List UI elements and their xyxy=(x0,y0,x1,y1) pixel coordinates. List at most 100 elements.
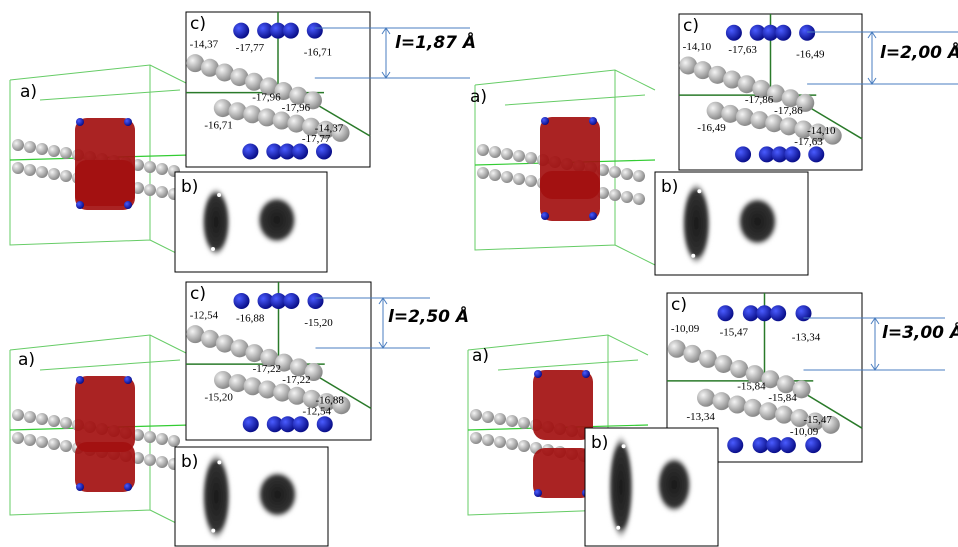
atom-blue xyxy=(589,212,597,220)
energy: -15,47 xyxy=(720,326,749,338)
atom xyxy=(518,417,530,429)
atom-blue xyxy=(316,144,332,160)
atom xyxy=(730,360,748,378)
density xyxy=(681,180,712,266)
label-a: a) xyxy=(470,87,487,107)
arrow xyxy=(868,32,876,84)
density xyxy=(736,196,779,248)
atom-blue xyxy=(784,146,800,162)
dot xyxy=(211,529,215,533)
atom xyxy=(12,162,24,174)
energy: -16,71 xyxy=(304,46,332,58)
atom xyxy=(477,144,489,156)
atom xyxy=(759,402,777,420)
atom xyxy=(24,164,36,176)
atom xyxy=(506,438,518,450)
atom xyxy=(506,415,518,427)
atom xyxy=(144,454,156,466)
dot xyxy=(211,247,215,251)
atom xyxy=(36,436,48,448)
atom xyxy=(621,168,633,180)
atom xyxy=(494,413,506,425)
atom-blue xyxy=(799,25,815,41)
label-b: b) xyxy=(181,177,198,197)
atom-blue xyxy=(589,117,597,125)
arrow xyxy=(871,318,879,370)
atom-blue xyxy=(726,25,742,41)
atom-blue xyxy=(293,416,309,432)
energy: -15,84 xyxy=(768,392,797,404)
atom xyxy=(168,435,180,447)
cage xyxy=(533,370,593,440)
atom xyxy=(36,166,48,178)
atom-blue xyxy=(307,23,323,39)
atom xyxy=(633,170,645,182)
atom-blue xyxy=(582,370,590,378)
atom-blue xyxy=(76,201,84,209)
label-a: a) xyxy=(472,346,489,366)
atom-blue xyxy=(541,212,549,220)
atom xyxy=(621,191,633,203)
energy: -17,63 xyxy=(794,136,823,148)
energy: -17,22 xyxy=(282,374,310,386)
density xyxy=(608,433,635,542)
energy: -17,77 xyxy=(302,133,331,145)
atom xyxy=(609,189,621,201)
atom xyxy=(144,431,156,443)
atom-blue xyxy=(243,416,259,432)
atom xyxy=(36,143,48,155)
atom xyxy=(156,163,168,175)
dot xyxy=(691,254,695,258)
energy: -17,86 xyxy=(745,94,774,106)
atom xyxy=(60,147,72,159)
atom xyxy=(518,440,530,452)
atom-blue xyxy=(718,305,734,321)
energy: -15,20 xyxy=(304,317,333,329)
energy: -16,49 xyxy=(796,49,825,61)
atom xyxy=(24,434,36,446)
atom xyxy=(699,350,717,368)
atom-blue xyxy=(234,293,250,309)
atom xyxy=(470,409,482,421)
energy: -14,37 xyxy=(190,39,219,51)
atom xyxy=(156,186,168,198)
atom xyxy=(144,161,156,173)
atom xyxy=(24,411,36,423)
atom-blue xyxy=(308,293,324,309)
atom xyxy=(489,146,501,158)
density xyxy=(201,186,231,258)
label-c: c) xyxy=(671,295,687,315)
energy: -10,09 xyxy=(790,426,819,438)
arrow xyxy=(382,28,390,78)
atom-blue xyxy=(233,23,249,39)
atom-blue xyxy=(124,118,132,126)
atom xyxy=(48,415,60,427)
dot xyxy=(217,193,221,197)
atom-blue xyxy=(124,376,132,384)
atom xyxy=(715,355,733,373)
atom-blue xyxy=(534,489,542,497)
energy: -17,77 xyxy=(236,42,265,54)
atom xyxy=(525,175,537,187)
atom xyxy=(668,340,686,358)
atom-blue xyxy=(735,146,751,162)
scene xyxy=(475,70,655,265)
label-c: c) xyxy=(190,14,206,34)
distance: l=1,87 Å xyxy=(395,30,476,53)
atom-blue xyxy=(805,437,821,453)
atom-blue xyxy=(283,23,299,39)
atom xyxy=(258,380,276,398)
atom xyxy=(697,389,715,407)
atom xyxy=(775,406,793,424)
label-a: a) xyxy=(20,82,37,102)
atom xyxy=(777,375,795,393)
atom-blue xyxy=(780,437,796,453)
dot xyxy=(616,526,620,530)
distance: l=2,00 Å xyxy=(880,40,958,63)
atom xyxy=(513,150,525,162)
label-c: c) xyxy=(683,16,699,36)
atom xyxy=(48,438,60,450)
atom-blue xyxy=(775,25,791,41)
energy: -15,47 xyxy=(804,414,833,426)
atom-blue xyxy=(124,483,132,491)
